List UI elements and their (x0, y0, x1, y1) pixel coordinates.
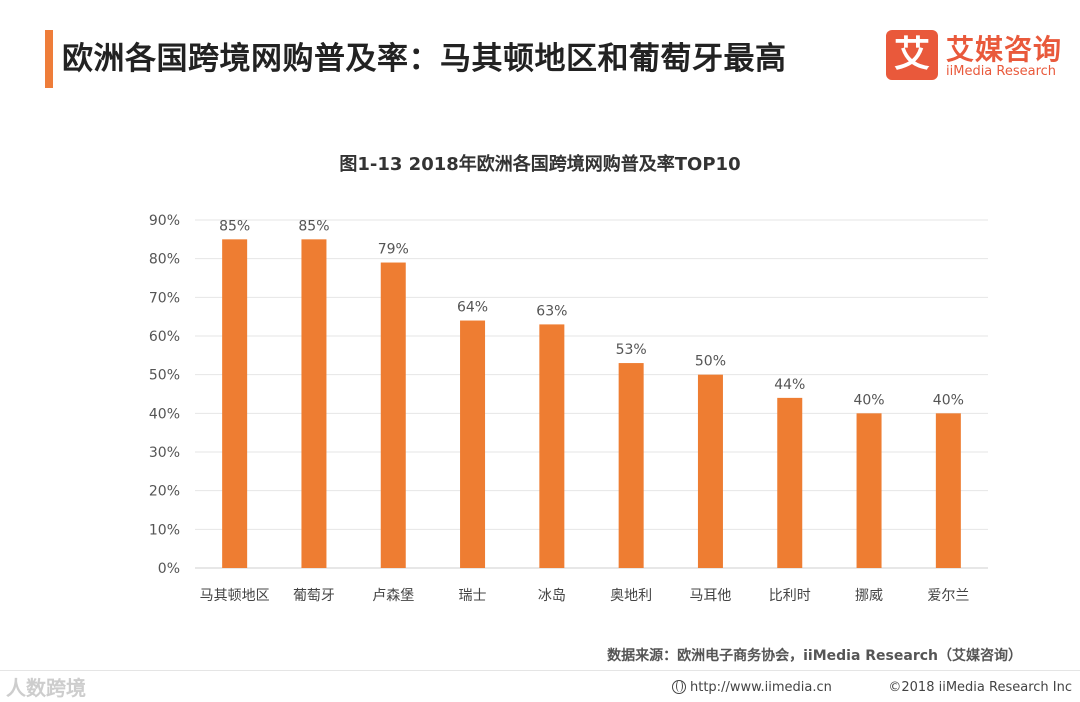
y-tick-label: 40% (149, 406, 180, 422)
bar-value-label: 40% (853, 392, 884, 408)
x-category-label: 瑞士 (459, 588, 487, 604)
bar (697, 374, 723, 568)
bar-value-label: 79% (378, 242, 409, 258)
y-tick-label: 0% (158, 561, 180, 577)
footer-divider (0, 670, 1080, 671)
globe-icon (672, 680, 686, 694)
bar (856, 413, 882, 568)
title-accent-bar (45, 30, 53, 88)
y-tick-label: 30% (149, 445, 180, 461)
bar (301, 239, 327, 569)
x-category-label: 冰岛 (538, 588, 566, 604)
bar-value-label: 50% (695, 354, 726, 370)
logo-mark-icon: 艾 (886, 30, 938, 80)
footer-copyright: ©2018 iiMedia Research Inc (888, 680, 1072, 695)
y-tick-label: 60% (149, 329, 180, 345)
watermark: 人数跨境 (6, 676, 86, 700)
bar (380, 262, 406, 568)
logo-name-en: iiMedia Research (946, 64, 1057, 79)
x-category-label: 马其顿地区 (200, 588, 270, 604)
footer-url-text: http://www.iimedia.cn (690, 680, 832, 695)
x-category-label: 爱尔兰 (927, 588, 969, 604)
x-category-label: 葡萄牙 (293, 588, 335, 604)
brand-logo: 艾 艾媒咨询 iiMedia Research (886, 28, 1066, 86)
logo-name-cn: 艾媒咨询 (946, 33, 1063, 66)
bar-value-label: 44% (774, 377, 805, 393)
data-source: 数据来源：欧洲电子商务协会，iiMedia Research（艾媒咨询） (607, 648, 1022, 664)
bar-value-label: 40% (933, 392, 964, 408)
y-tick-label: 90% (149, 213, 180, 229)
x-category-label: 比利时 (769, 588, 811, 604)
bar (539, 324, 565, 568)
x-category-label: 奥地利 (610, 587, 652, 604)
chart-title: 图1-13 2018年欧洲各国跨境网购普及率TOP10 (339, 154, 741, 175)
bar (222, 239, 248, 569)
x-category-label: 卢森堡 (372, 588, 414, 604)
y-tick-label: 50% (149, 368, 180, 384)
y-tick-label: 10% (149, 522, 180, 538)
y-tick-label: 70% (149, 290, 180, 306)
bar-value-label: 64% (457, 300, 488, 316)
bar (777, 397, 803, 568)
bar (618, 363, 644, 568)
bar (460, 320, 486, 568)
x-category-label: 马耳他 (689, 588, 731, 604)
bar-value-label: 85% (219, 218, 250, 234)
y-tick-label: 20% (149, 484, 180, 500)
footer-url: http://www.iimedia.cn (672, 680, 832, 695)
y-tick-label: 80% (149, 252, 180, 268)
x-category-label: 挪威 (855, 588, 883, 604)
page-title: 欧洲各国跨境网购普及率：马其顿地区和葡萄牙最高 (62, 41, 787, 77)
bar-value-label: 85% (298, 218, 329, 234)
bar (935, 413, 961, 568)
bar-value-label: 53% (616, 342, 647, 358)
bar-value-label: 63% (536, 303, 567, 319)
